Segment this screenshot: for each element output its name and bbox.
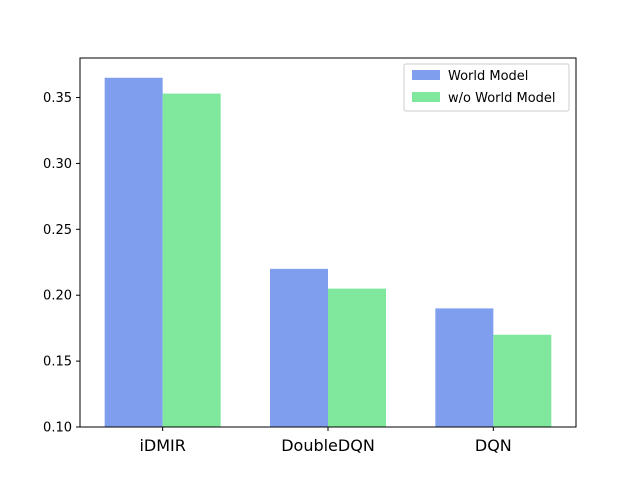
y-tick-label: 0.10 (43, 421, 72, 436)
legend-label: w/o World Model (448, 91, 556, 106)
legend-swatch (412, 70, 440, 80)
y-tick-label: 0.30 (43, 157, 72, 172)
legend-swatch (412, 92, 440, 102)
y-tick-label: 0.25 (43, 223, 72, 238)
bar-doubledqn-series-1 (270, 268, 328, 427)
x-axis: iDMIR DoubleDQN DQN (139, 427, 512, 455)
y-axis: 0.10 0.15 0.20 0.25 0.30 0.35 (43, 91, 80, 436)
legend-box (403, 63, 570, 112)
bar-dqn-series-1 (435, 308, 494, 427)
bar-idmir-series-2 (162, 93, 221, 427)
y-tick-label: 0.15 (43, 355, 72, 370)
y-tick-label: 0.20 (43, 289, 72, 304)
bar-idmir-series-1 (104, 77, 163, 428)
y-tick-label: 0.35 (43, 91, 72, 106)
x-tick-label: DoubleDQN (281, 436, 375, 455)
legend-label: World Model (448, 69, 528, 84)
bar-dqn-series-2 (493, 334, 552, 427)
x-tick-label: DQN (475, 436, 512, 455)
x-tick-label: iDMIR (139, 436, 185, 455)
legend: World Model w/o World Model (403, 63, 570, 112)
bars-group (104, 77, 552, 428)
bar-doubledqn-series-2 (328, 288, 386, 427)
